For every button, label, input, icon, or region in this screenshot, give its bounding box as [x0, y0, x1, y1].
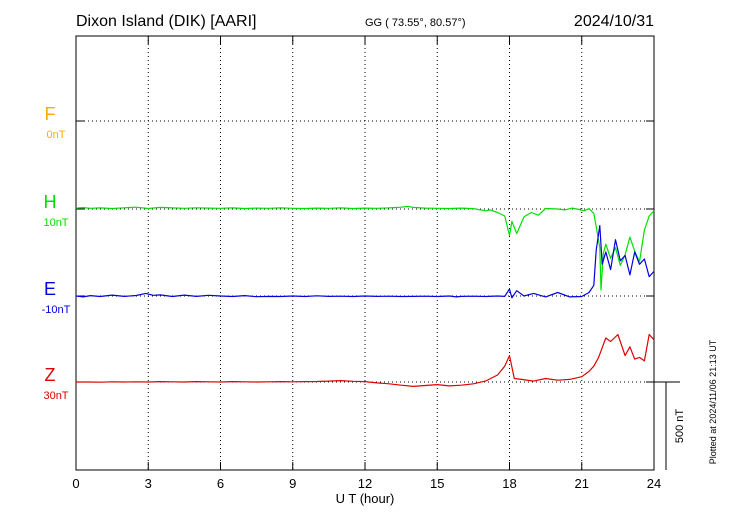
series-name-H: H — [44, 192, 57, 212]
x-tick-label: 0 — [72, 476, 79, 491]
series-line-Z — [76, 333, 655, 387]
scale-bar-label: 500 nT — [674, 409, 686, 444]
plotted-timestamp: Plotted at 2024/11/06 21:13 UT — [708, 339, 718, 464]
x-tick-label: 6 — [217, 476, 224, 491]
x-tick-label: 12 — [358, 476, 372, 491]
x-tick-label: 18 — [502, 476, 516, 491]
x-axis-label: U T (hour) — [336, 491, 395, 506]
series-lines — [75, 205, 655, 387]
series-baseline-H: 10nT — [43, 217, 68, 229]
grid — [76, 36, 654, 470]
x-tick-label: 24 — [647, 476, 661, 491]
date-label: 2024/10/31 — [574, 13, 654, 30]
x-ticks: 0 3 6 9 12 15 18 21 24 — [72, 36, 661, 491]
series-baseline-E: -10nT — [42, 304, 71, 316]
coordinates-label: GG ( 73.55°, 80.57°) — [365, 17, 466, 29]
series-line-E — [75, 225, 655, 299]
scale-bar: 500 nT — [654, 381, 686, 470]
x-tick-label: 21 — [575, 476, 589, 491]
station-title: Dixon Island (DIK) [AARI] — [76, 13, 257, 30]
series-baseline-Z: 30nT — [43, 390, 68, 402]
x-tick-label: 9 — [289, 476, 296, 491]
series-name-E: E — [44, 279, 56, 299]
series-name-Z: Z — [45, 365, 56, 385]
series-name-F: F — [45, 104, 56, 124]
series-baseline-F: 0nT — [47, 129, 66, 141]
x-tick-label: 15 — [430, 476, 444, 491]
series-labels: F 0nT H 10nT E -10nT Z 30nT — [42, 104, 71, 402]
series-line-H — [75, 205, 655, 291]
x-tick-label: 3 — [145, 476, 152, 491]
